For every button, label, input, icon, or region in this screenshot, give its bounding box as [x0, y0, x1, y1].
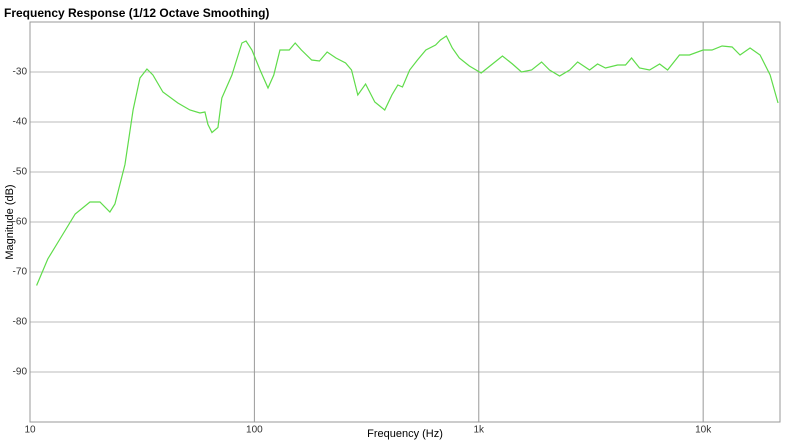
y-tick-label: -50 — [13, 167, 28, 178]
x-tick-label: 10 — [24, 425, 36, 436]
y-tick-label: -70 — [13, 267, 28, 278]
y-tick-label: -40 — [13, 117, 28, 128]
y-tick-label: -60 — [13, 217, 28, 228]
series-line — [36, 35, 779, 286]
x-tick-label: 1k — [473, 425, 485, 436]
y-tick-label: -80 — [13, 317, 28, 328]
y-axis-label: Magnitude (dB) — [4, 184, 16, 259]
y-tick-label: -30 — [13, 67, 28, 78]
chart-title: Frequency Response (1/12 Octave Smoothin… — [4, 6, 269, 20]
x-tick-label: 10k — [695, 425, 712, 436]
x-tick-label: 100 — [246, 425, 263, 436]
x-axis-label: Frequency (Hz) — [367, 428, 443, 440]
y-tick-label: -90 — [13, 367, 28, 378]
